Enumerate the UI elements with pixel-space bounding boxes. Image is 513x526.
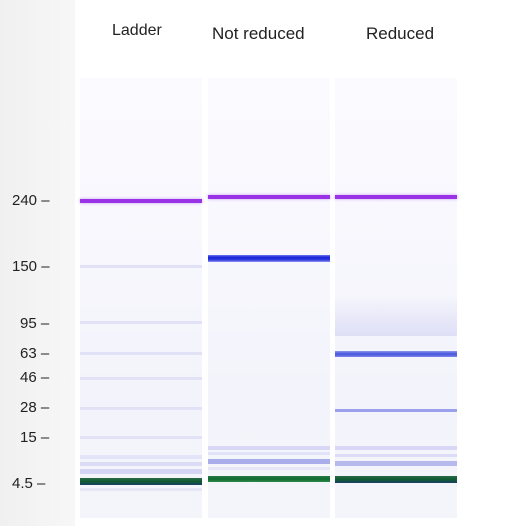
band-faint-a bbox=[208, 446, 330, 450]
band-low-blue bbox=[335, 461, 457, 466]
marker-63: 63 – bbox=[20, 345, 50, 362]
band-heavy-chain bbox=[335, 351, 457, 357]
band-ladder-28 bbox=[80, 407, 202, 410]
marker-4-5: 4.5 – bbox=[12, 475, 46, 492]
band-low-blue bbox=[208, 459, 330, 464]
band-protein-intact bbox=[208, 255, 330, 262]
band-ladder-15 bbox=[80, 436, 202, 439]
marker-28: 28 – bbox=[20, 399, 50, 416]
band-ladder-95 bbox=[80, 321, 202, 324]
lane-header-ladder: Ladder bbox=[112, 22, 162, 39]
band-ladder-faint-bottom bbox=[80, 488, 202, 491]
marker-15: 15 – bbox=[20, 429, 50, 446]
marker-150: 150 – bbox=[12, 258, 50, 275]
marker-axis-background bbox=[0, 0, 75, 526]
band-lower-marker bbox=[335, 476, 457, 483]
band-faint-b bbox=[208, 452, 330, 455]
band-ladder-low-b bbox=[80, 462, 202, 466]
band-ladder-63 bbox=[80, 352, 202, 355]
band-ladder-46 bbox=[80, 377, 202, 380]
marker-46: 46 – bbox=[20, 369, 50, 386]
band-lower-marker bbox=[80, 478, 202, 485]
band-upper-marker bbox=[335, 195, 457, 199]
band-faint-b bbox=[335, 454, 457, 457]
marker-240: 240 – bbox=[12, 192, 50, 209]
marker-95: 95 – bbox=[20, 315, 50, 332]
band-ladder-low-a bbox=[80, 455, 202, 459]
band-reduced-smear bbox=[335, 296, 457, 336]
lane-reduced bbox=[335, 78, 457, 518]
band-ladder-low-c bbox=[80, 469, 202, 474]
band-upper-marker bbox=[208, 195, 330, 199]
band-upper-marker bbox=[80, 199, 202, 203]
lane-header-reduced: Reduced bbox=[366, 24, 435, 43]
lane-not-reduced bbox=[208, 78, 330, 518]
lane-ladder bbox=[80, 78, 202, 518]
lane-header-not-reduced: Not reduced bbox=[212, 24, 305, 43]
band-light-chain bbox=[335, 409, 457, 412]
band-faint-a bbox=[335, 446, 457, 450]
band-ladder-150 bbox=[80, 265, 202, 268]
band-lower-marker bbox=[208, 476, 330, 482]
band-faint-c bbox=[208, 467, 330, 470]
